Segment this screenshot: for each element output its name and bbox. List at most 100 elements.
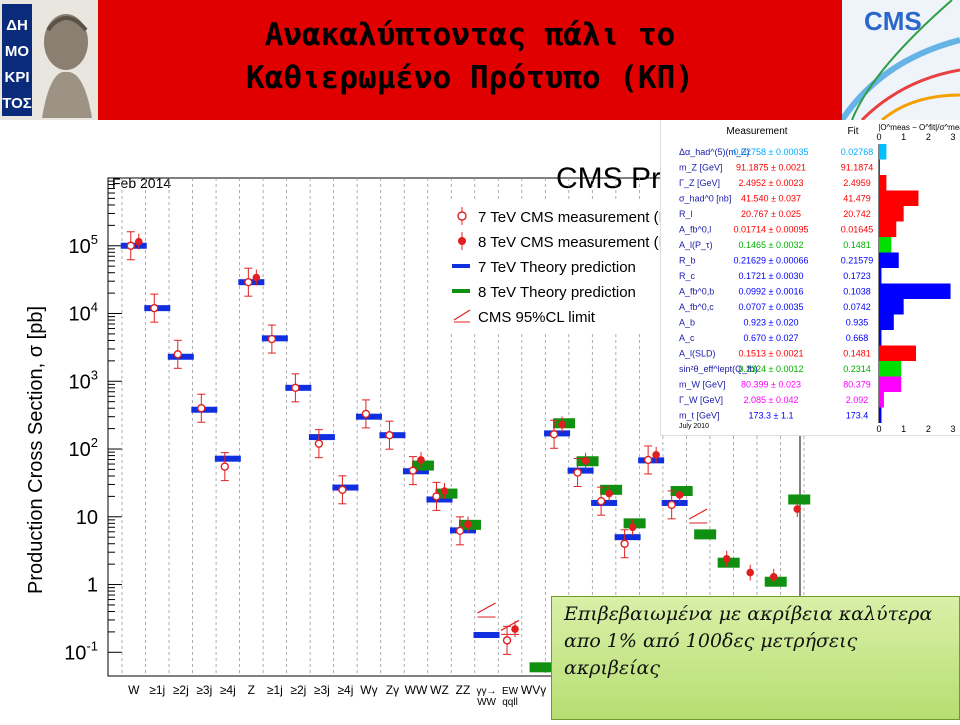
x-tick-label: Z [248,683,255,697]
x-tick-label: Wγ [360,683,377,697]
measurement-8tev-point [581,457,590,465]
row-fit: 0.1481 [843,240,871,250]
row-name: A_c [679,333,695,343]
x-tick-label: EW qqll [502,686,519,708]
measurement-8tev-point [628,523,637,532]
measurement-7tev-point [408,466,418,475]
legend-marker [452,264,470,268]
pull-bar [879,206,904,222]
row-fit: 0.1723 [843,271,871,281]
legend-marker [457,211,467,221]
table-row: A_b 0.923 ± 0.020 0.935 [679,314,894,330]
row-measurement: 20.767 ± 0.025 [741,209,801,219]
y-tick-label: 1 [87,575,98,597]
table-row: R_l 20.767 ± 0.025 20.742 [679,206,904,222]
table-row: m_W [GeV] 80.399 ± 0.023 80.379 [679,376,902,392]
measurement-7tev-point [267,334,277,344]
x-tick-label: ≥2j [290,683,306,697]
row-measurement: 41.540 ± 0.037 [741,194,801,204]
row-measurement: 0.670 ± 0.027 [744,333,799,343]
measurement-8tev-point [252,273,261,282]
legend-label: 7 TeV Theory prediction [478,259,636,276]
measurement-8tev-point [722,554,731,563]
table-row: Γ_W [GeV] 2.085 ± 0.042 2.092 [679,392,884,408]
pull-bar [879,190,919,206]
row-measurement: 2.085 ± 0.042 [744,395,799,405]
pull-bar [879,283,951,299]
y-tick-label: 102 [69,435,98,461]
x-tick-label: ≥3j [314,683,330,697]
cms-logo-image: CMS [842,0,960,120]
measurement-7tev-point [502,636,512,645]
legend-marker [458,237,466,245]
row-name: Δα_had^(5)(m_Z) [679,147,749,157]
x-tick-label: WW [405,683,428,697]
logo-letter: ΤΟΣ [2,95,32,112]
measurement-7tev-point [549,430,559,439]
x-tick-label-top: 3 [950,132,955,142]
theory-7tev-bar [308,434,335,441]
row-fit: 0.0742 [843,302,871,312]
measurement-8tev-point [793,505,802,513]
theory-8tev-bar [623,518,646,529]
table-row: A_c 0.670 ± 0.027 0.668 [679,330,882,346]
row-name: m_Z [GeV] [679,163,723,173]
column-header: Measurement [726,126,787,137]
row-measurement: 2.4952 ± 0.0023 [739,178,804,188]
x-tick-label: ≥4j [220,683,236,697]
row-fit: 80.379 [843,380,871,390]
x-tick-label: WZ [430,683,449,697]
logo-letter: ΜΟ [5,43,29,60]
y-axis-label: Production Cross Section, σ [pb] [25,306,47,594]
pull-bar [879,345,916,361]
pull-bar [879,237,892,253]
pull-bar [879,144,887,160]
title-bar: ΔΗ ΜΟ ΚΡΙ ΤΟΣ Ανακαλύπτοντας πάλι το Καθιερ… [0,0,960,120]
x-tick-label-top: 0 [876,132,881,142]
logo-letter: ΚΡΙ [4,69,29,86]
x-tick-label: Zγ [386,683,399,697]
table-row: A_l(SLD) 0.1513 ± 0.0021 0.1481 [679,345,916,361]
measurement-7tev-point [244,277,253,287]
logo-letter: ΔΗ [6,17,28,34]
pull-bar [879,175,887,191]
measurement-7tev-point [338,485,347,495]
measurement-7tev-point [291,383,300,393]
row-measurement: 0.01714 ± 0.00095 [733,225,808,235]
row-measurement: 0.1465 ± 0.0032 [739,240,804,250]
table-row: m_t [GeV] 173.3 ± 1.1 173.4 [679,407,882,423]
pull-bar [879,314,894,330]
row-name: Γ_W [GeV] [679,395,723,405]
theory-8tev-bar [764,576,787,587]
row-fit: 91.1874 [841,163,874,173]
theory-8tev-bar [694,529,717,540]
column-header: Fit [847,126,858,137]
theory-8tev-bar [717,557,740,568]
row-measurement: 0.2324 ± 0.0012 [739,364,804,374]
measurement-7tev-point [220,462,230,471]
chart-title: CMS Pre [556,162,678,195]
row-name: A_fb^0,c [679,302,714,312]
y-tick-label: 104 [69,300,98,326]
column-header: |O^meas − O^fit|/σ^meas [878,123,960,132]
legend-item: 7 TeV Theory prediction [452,259,636,276]
legend-item: CMS 95%CL limit [453,309,596,326]
y-tick-label: 10-1 [64,638,98,664]
row-name: σ_had^0 [nb] [679,194,731,204]
measurement-8tev-point [769,573,778,581]
cms-logo: CMS [842,0,960,120]
row-measurement: 0.0707 ± 0.0035 [739,302,804,312]
pull-bar [879,159,880,175]
row-name: A_fb^0,b [679,287,714,297]
row-fit: 0.21579 [841,256,874,266]
table-footer: July 2010 [679,423,709,430]
democritus-logo-image: ΔΗ ΜΟ ΚΡΙ ΤΟΣ [2,4,92,118]
row-name: sin²θ_eff^lept(Q_fb) [679,364,758,374]
pull-bar [879,252,899,268]
table-row: R_b 0.21629 ± 0.00066 0.21579 [679,252,899,268]
democritus-logo: ΔΗ ΜΟ ΚΡΙ ΤΟΣ [0,0,98,120]
legend-marker [452,289,470,293]
theory-8tev-bar [670,486,693,497]
x-tick-label: WVγ [521,683,546,697]
table-row: A_fb^0,c 0.0707 ± 0.0035 0.0742 [679,299,904,315]
